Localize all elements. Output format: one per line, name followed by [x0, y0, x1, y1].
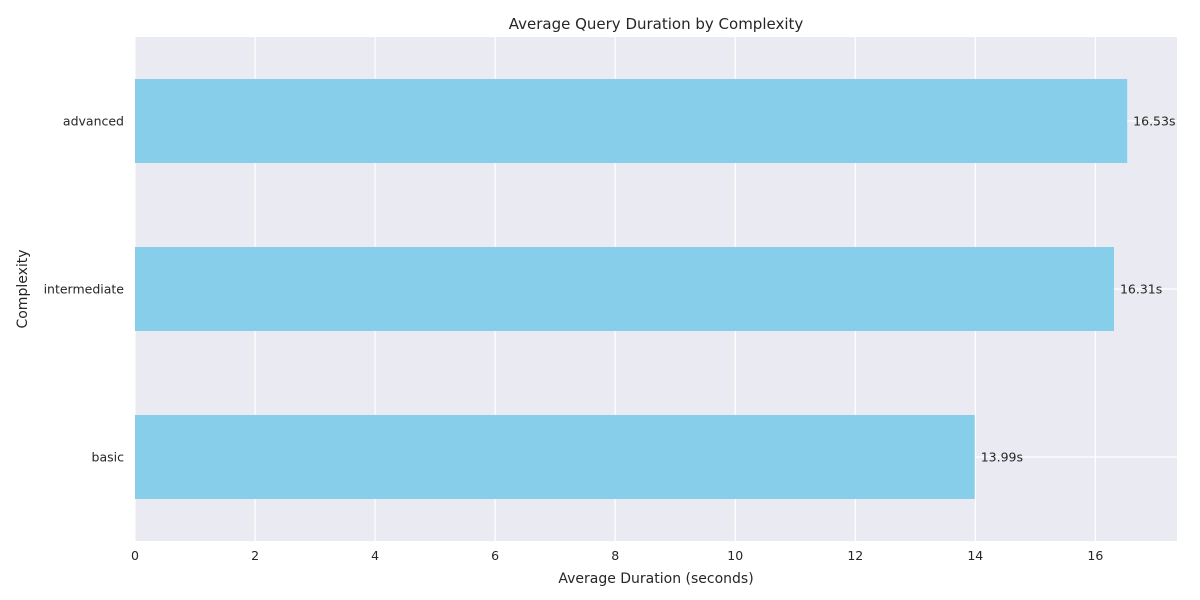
- x-tick-label: 6: [491, 548, 499, 563]
- bar-advanced: [135, 79, 1128, 163]
- x-tick-label: 0: [131, 548, 139, 563]
- y-tick-label-intermediate: intermediate: [44, 282, 125, 297]
- y-axis-label: Complexity: [15, 249, 31, 328]
- data-label-advanced: 16.53s: [1133, 114, 1175, 129]
- y-axis-ticks: basic intermediate advanced: [44, 114, 125, 465]
- data-label-basic: 13.99s: [981, 450, 1023, 465]
- x-tick-label: 14: [967, 548, 983, 563]
- x-tick-label: 10: [727, 548, 743, 563]
- y-tick-label-basic: basic: [92, 450, 125, 465]
- data-labels: 13.99s 16.31s 16.53s: [981, 114, 1176, 465]
- x-tick-label: 2: [251, 548, 259, 563]
- bar-basic: [135, 415, 975, 499]
- chart-title: Average Query Duration by Complexity: [509, 15, 804, 33]
- data-label-intermediate: 16.31s: [1120, 282, 1162, 297]
- bars: [135, 79, 1128, 499]
- x-tick-label: 8: [611, 548, 619, 563]
- x-tick-label: 16: [1087, 548, 1103, 563]
- y-tick-label-advanced: advanced: [63, 114, 124, 129]
- x-tick-label: 12: [847, 548, 863, 563]
- x-tick-label: 4: [371, 548, 379, 563]
- bar-intermediate: [135, 247, 1114, 331]
- x-axis-ticks: 0 2 4 6 8 10 12 14 16: [131, 548, 1103, 563]
- x-axis-label: Average Duration (seconds): [558, 571, 753, 587]
